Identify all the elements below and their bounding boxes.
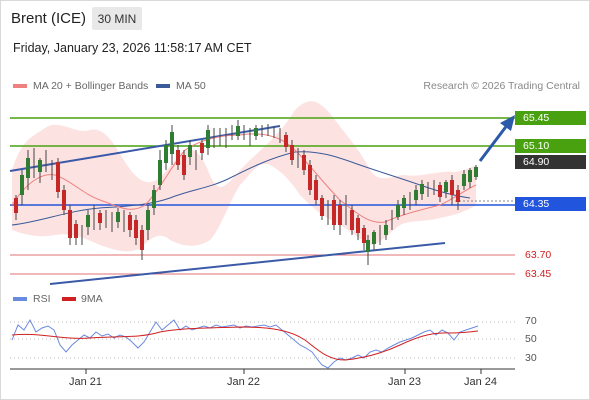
rsi-axis-70: 70 [525,315,537,327]
date-jan23: Jan 23 [388,376,422,388]
rsi-axis-50: 50 [525,333,537,345]
forecast-arrow [478,123,510,162]
resistance-1-label: 65.10 [515,139,586,153]
ma9-legend-label: 9MA [81,293,103,305]
forecast-arrowhead-icon [500,115,515,131]
ma50-swatch-icon [156,84,170,88]
bollinger-band [12,101,476,252]
timestamp: Friday, January 23, 2026 11:58:17 AM CET [13,41,252,55]
support-2-label: 63.45 [525,268,552,280]
pivot-label: 64.35 [515,197,586,211]
date-jan22: Jan 22 [227,376,261,388]
rsi-swatch-icon [13,297,27,301]
rsi-axis-30: 30 [525,352,537,364]
legend-ma50: MA 50 [156,80,206,92]
ma50-line [11,151,471,226]
timeframe-button[interactable]: 30 MIN [92,7,142,30]
legend-ma20-label: MA 20 + Bollinger Bands [33,80,149,92]
ma9-swatch-icon [62,297,76,301]
rsi-legend-label: RSI [33,293,51,305]
legend-ma20: MA 20 + Bollinger Bands [13,80,148,92]
legend-ma50-label: MA 50 [176,80,206,92]
date-jan21: Jan 21 [69,376,103,388]
ma20-swatch-icon [13,84,27,88]
copyright-text: Research © 2026 Trading Central [423,80,580,92]
ma9-line [11,326,479,361]
resistance-2-label: 65.45 [515,111,586,125]
current-price-label: 64.90 [515,155,586,169]
date-jan24: Jan 24 [464,376,498,388]
instrument-title: Brent (ICE) [11,10,87,27]
lower-trendline [49,242,446,285]
upper-trendline [9,125,281,172]
candlesticks [14,120,478,265]
support-1-label: 63.70 [525,249,552,261]
